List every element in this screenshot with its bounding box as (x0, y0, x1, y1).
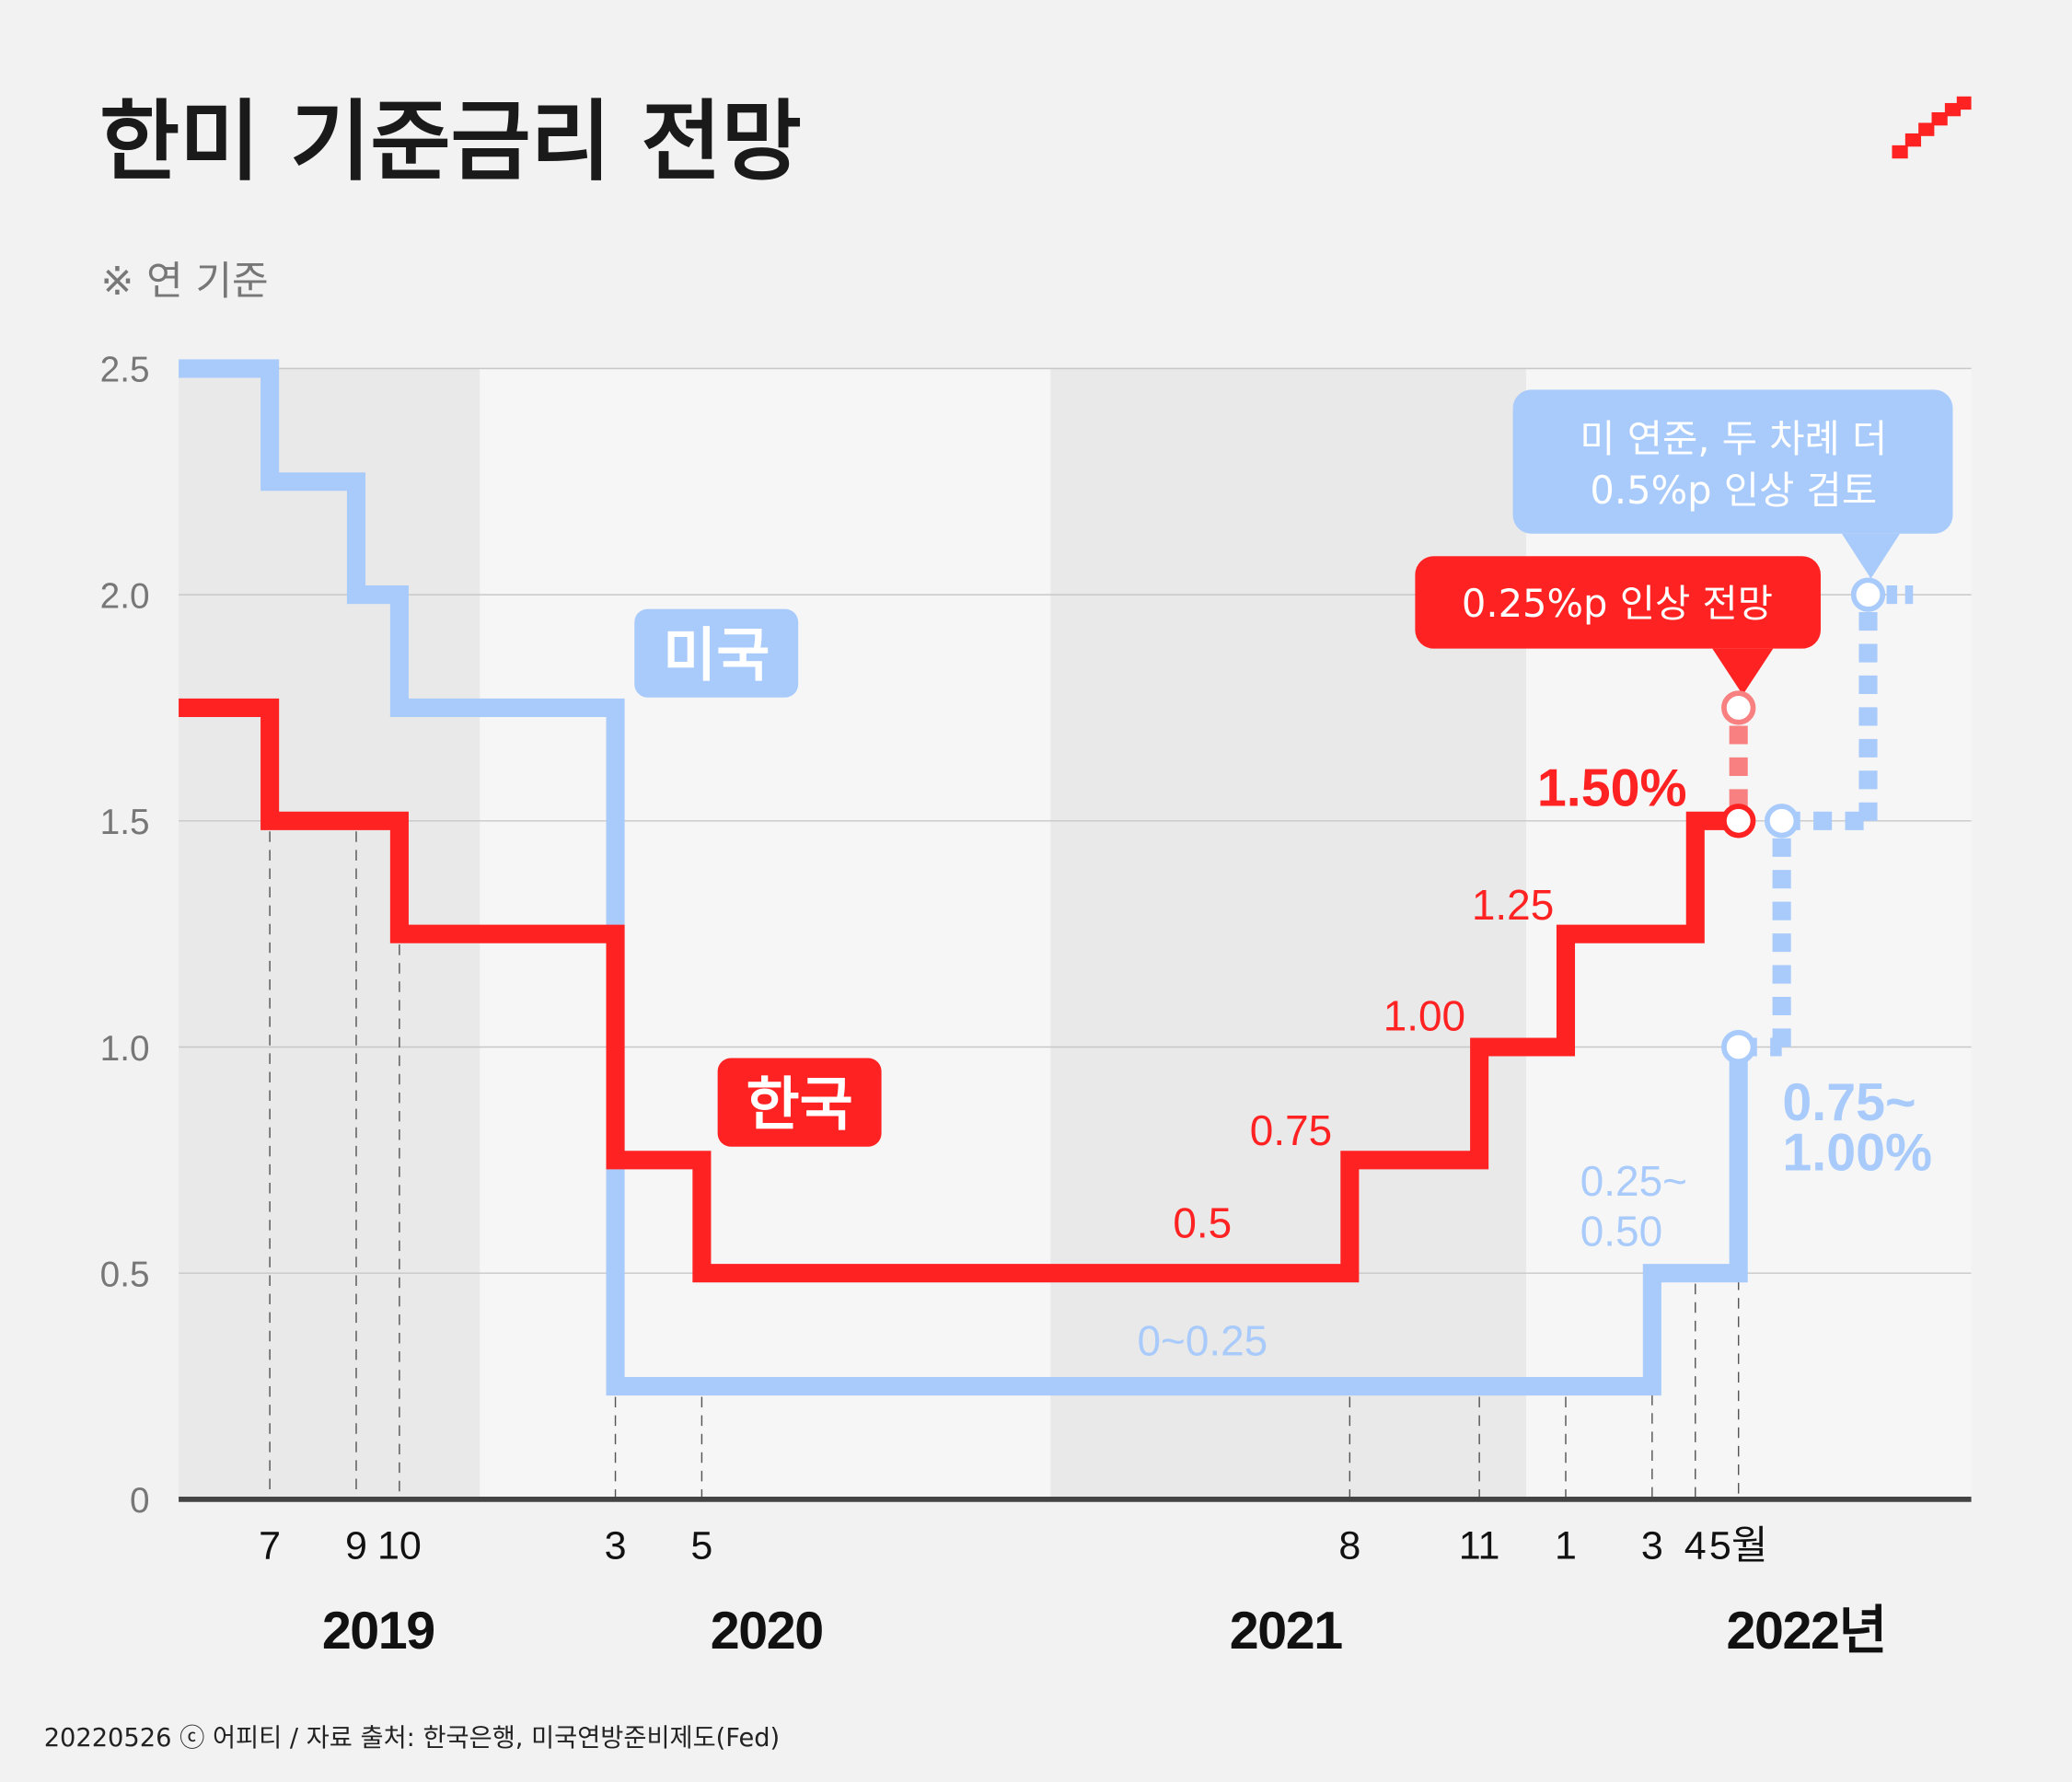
svg-text:0.25%p 인상 전망: 0.25%p 인상 전망 (1462, 581, 1773, 626)
month-tick-label: 4 (1684, 1523, 1707, 1568)
us-rate-line (179, 359, 1748, 1396)
korea-series-badge: 한국 (717, 1058, 882, 1147)
svg-text:0.5%p 인상 검토: 0.5%p 인상 검토 (1590, 468, 1877, 513)
x-axis-line (179, 1497, 1972, 1502)
data-label: 0.50 (1580, 1207, 1662, 1255)
x-axis-months: 7 9 10 3 5 8 11 1 3 4 5월 (259, 1523, 1767, 1568)
data-label: 1.25 (1472, 881, 1554, 929)
data-label: 0.5 (1173, 1199, 1232, 1247)
korea-current-point (1721, 804, 1756, 839)
month-tick-label: 5월 (1709, 1523, 1768, 1568)
data-label: 0.25~ (1580, 1157, 1687, 1205)
y-tick-label: 1.5 (100, 803, 150, 842)
x-axis-years: 2019 2020 2021 2022년 (322, 1602, 1887, 1660)
us-projected-point (1850, 577, 1886, 612)
us-projected-point (1764, 804, 1800, 839)
month-tick-label: 10 (377, 1523, 422, 1568)
us-value-labels: 0~0.25 0.25~ 0.50 0.75~ 1.00% (1137, 1073, 1932, 1364)
korea-projected-point (1721, 690, 1756, 725)
y-tick-label: 2.0 (100, 576, 150, 616)
us-forecast-callout: 미 연준, 두 차례 더 0.5%p 인상 검토 (1512, 389, 1953, 579)
series-lines (179, 359, 1914, 1396)
month-tick-label: 8 (1338, 1523, 1360, 1568)
projection-markers (1721, 577, 1886, 1065)
data-label: 0.75~ (1782, 1073, 1916, 1132)
source-footer: 20220526 ⓒ 어피티 / 자료 출처: 한국은행, 미국연방준비제도(F… (44, 1724, 780, 1753)
year-label: 2022년 (1727, 1602, 1886, 1660)
svg-text:한국: 한국 (747, 1070, 853, 1138)
year-label: 2021 (1230, 1602, 1342, 1660)
staircase-logo (1892, 96, 1972, 159)
year-label: 2020 (711, 1602, 823, 1660)
page-title: 한미 기준금리 전망 (99, 92, 802, 193)
us-series-badge: 미국 (634, 608, 799, 698)
month-tick-label: 3 (1641, 1523, 1663, 1568)
korea-rate-line (179, 698, 1739, 1283)
data-label: 0.75 (1250, 1106, 1332, 1154)
month-tick-label: 7 (259, 1523, 281, 1568)
unit-note: ※ 연 기준 (100, 259, 268, 305)
month-tick-label: 11 (1459, 1523, 1500, 1568)
korea-value-labels: 0.5 0.75 1.00 1.25 1.50% (1173, 758, 1686, 1246)
y-tick-label: 1.0 (100, 1029, 150, 1069)
month-tick-label: 3 (605, 1523, 627, 1568)
korea-forecast-callout: 0.25%p 인상 전망 (1415, 556, 1821, 695)
data-label: 1.50% (1537, 758, 1687, 817)
month-tick-label: 9 (345, 1523, 367, 1568)
y-tick-label: 0.5 (100, 1256, 150, 1295)
y-axis: 0 0.5 1.0 1.5 2.0 2.5 (100, 351, 150, 1521)
us-current-point (1721, 1029, 1756, 1065)
y-tick-label: 0 (130, 1481, 150, 1521)
y-tick-label: 2.5 (100, 351, 150, 390)
month-guides (269, 831, 1740, 1499)
year-label: 2019 (322, 1602, 434, 1660)
svg-text:미 연준, 두 차례 더: 미 연준, 두 차례 더 (1580, 416, 1887, 461)
month-tick-label: 5 (690, 1523, 712, 1568)
data-label: 1.00 (1383, 991, 1465, 1039)
month-tick-label: 1 (1555, 1523, 1577, 1568)
svg-text:미국: 미국 (663, 620, 770, 688)
data-label: 0~0.25 (1137, 1316, 1268, 1364)
data-label: 1.00% (1782, 1124, 1932, 1183)
